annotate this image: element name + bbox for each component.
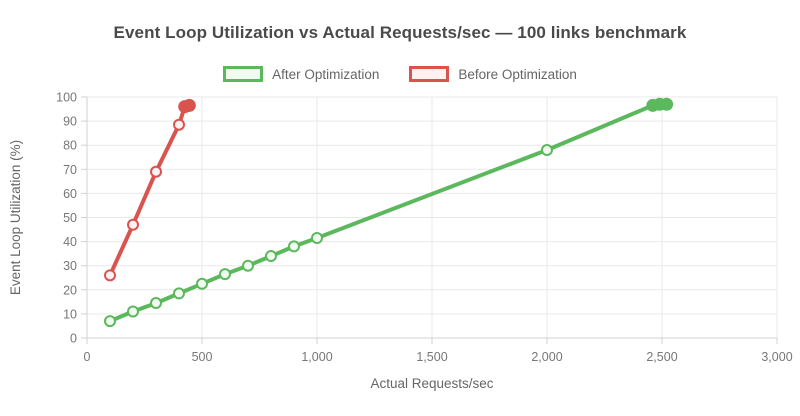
data-point[interactable] [265,250,277,263]
y-tick-label: 40 [63,235,77,249]
data-point[interactable] [104,315,116,328]
y-tick-label: 10 [63,307,77,321]
legend-label-before-optimization: Before Optimization [458,66,577,82]
data-point[interactable] [173,118,185,131]
data-point[interactable] [311,231,323,244]
y-tick-label: 0 [70,332,77,346]
x-tick-label: 2,500 [646,350,677,364]
chart-legend: After Optimization Before Optimization [0,66,800,82]
data-point[interactable] [288,240,300,253]
x-tick-label: 1,500 [416,350,447,364]
data-point[interactable] [541,144,553,157]
data-point[interactable] [219,268,231,281]
legend-swatch-before-optimization [409,66,450,82]
x-tick-label: 0 [84,350,91,364]
y-tick-label: 80 [63,139,77,153]
data-point[interactable] [150,165,162,178]
data-point-solid[interactable] [660,97,674,111]
y-tick-label: 70 [63,163,77,177]
y-axis-title: Event Loop Utilization (%) [8,140,23,295]
y-tick-label: 60 [63,187,77,201]
x-tick-label: 2,000 [531,350,562,364]
legend-swatch-after-optimization [223,66,264,82]
series-line-1 [108,103,192,278]
y-tick-label: 30 [63,259,77,273]
legend-item-after-optimization[interactable]: After Optimization [223,66,379,82]
x-tick-label: 3,000 [761,350,792,364]
data-point[interactable] [196,277,208,290]
data-point[interactable] [127,305,139,318]
data-point[interactable] [242,259,254,272]
y-tick-label: 90 [63,115,77,129]
chart-title: Event Loop Utilization vs Actual Request… [113,23,687,42]
x-tick-label: 1,000 [301,350,332,364]
x-tick-label: 500 [192,350,213,364]
data-point[interactable] [150,297,162,310]
data-point[interactable] [104,269,116,282]
y-tick-label: 20 [63,283,77,297]
data-point[interactable] [127,218,139,231]
data-point-solid[interactable] [182,98,196,112]
legend-item-before-optimization[interactable]: Before Optimization [409,66,577,82]
y-tick-label: 50 [63,211,77,225]
data-point[interactable] [173,287,185,300]
y-tick-label: 100 [56,91,77,105]
x-axis-title: Actual Requests/sec [370,376,493,391]
series-line-0 [108,102,669,324]
legend-label-after-optimization: After Optimization [272,66,380,82]
